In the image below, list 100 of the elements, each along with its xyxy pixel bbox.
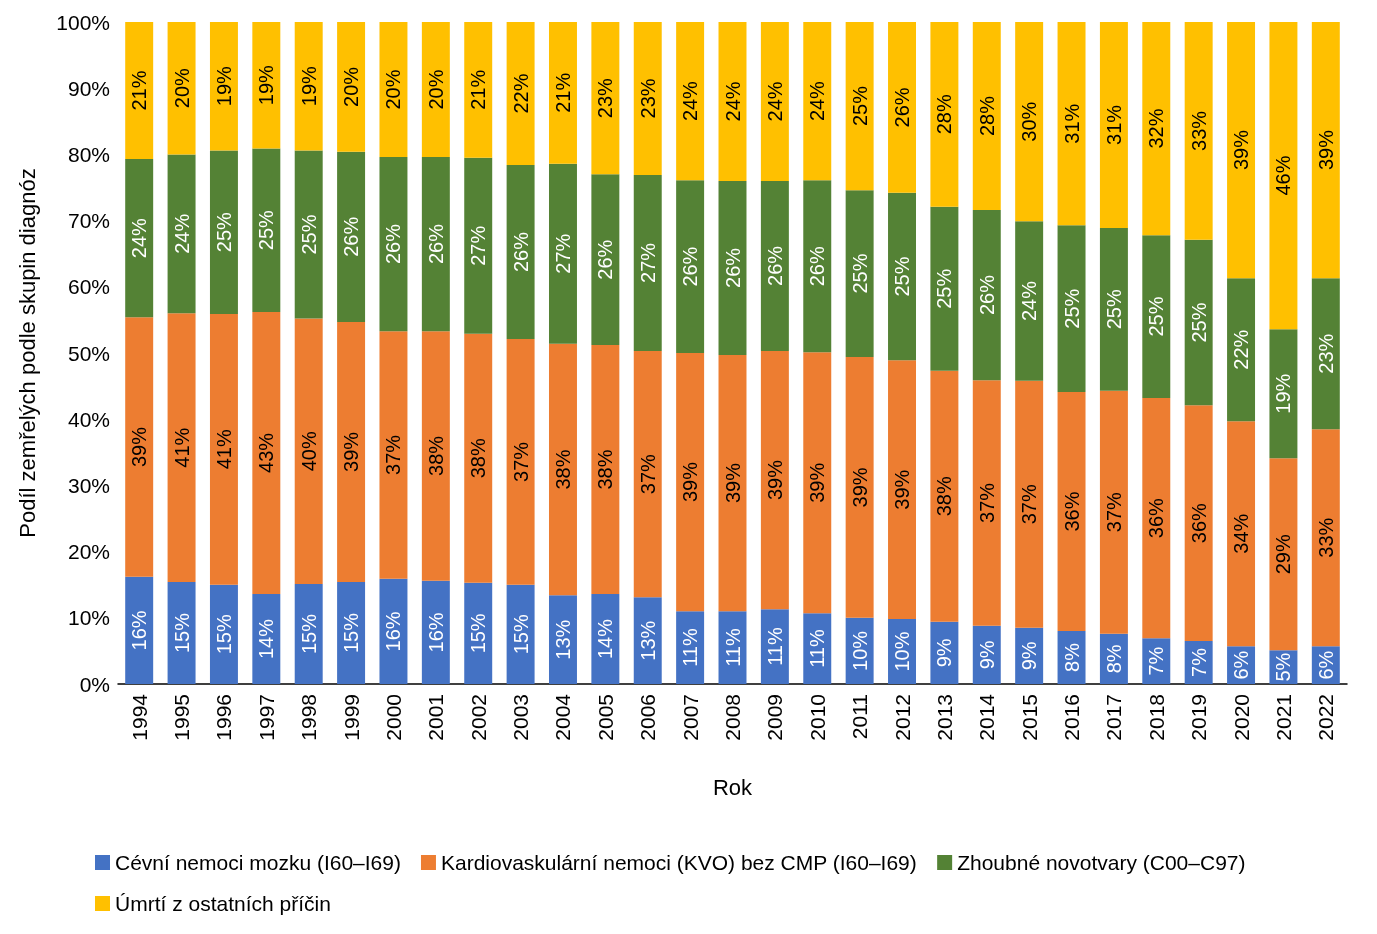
data-label: 26% [721,247,744,288]
bar [252,148,281,312]
data-label: 33% [1314,517,1337,558]
data-label: 23% [636,78,659,119]
data-label: 15% [212,614,235,655]
data-label: 13% [636,620,659,661]
data-label: 9% [975,640,998,670]
data-label: 38% [594,449,617,490]
x-tick-label: 2014 [975,693,999,741]
bar [760,22,789,181]
bar [252,22,281,149]
y-tick-label: 10% [67,606,110,630]
bar [633,22,662,175]
data-label: 19% [297,65,320,107]
data-label: 19% [1272,373,1295,414]
data-label: 21% [551,72,574,113]
data-label: 39% [1314,129,1337,171]
data-label: 24% [721,81,744,122]
bar [549,163,577,344]
bar [337,582,366,684]
x-tick-label: 1997 [254,694,278,741]
x-tick-label: 2008 [721,694,744,741]
bar [1099,22,1128,228]
data-label: 29% [1272,534,1295,575]
bar [337,22,366,152]
data-label: 39% [128,426,151,468]
data-label: 22% [1230,329,1253,370]
x-tick-label: 2015 [1017,694,1041,741]
bar [803,22,832,181]
x-tick-label: 2002 [466,694,490,741]
bar [803,352,832,614]
bar [506,22,535,165]
bar [209,313,238,585]
bar [803,180,832,353]
bar [1184,22,1213,240]
data-label: 26% [763,245,786,286]
bar [1142,398,1171,639]
x-tick-label: 1994 [127,693,151,741]
data-label: 16% [382,611,405,652]
x-tick-label: 2005 [593,694,617,741]
data-label: 20% [424,69,447,110]
data-label: 20% [340,66,363,107]
y-tick-label: 50% [67,341,110,365]
y-tick-label: 60% [67,275,110,299]
bar [1269,458,1298,651]
data-label: 7% [1145,646,1168,676]
bar [760,180,789,352]
bar [167,154,196,314]
bar [591,174,620,346]
bar [760,351,789,610]
bar [125,317,154,577]
data-label: 9% [933,638,956,668]
bar [972,380,1001,626]
data-label: 15% [340,612,363,654]
bar [506,339,535,585]
y-tick-label: 100% [56,10,110,34]
data-label: 25% [212,211,235,253]
data-label: 27% [467,225,490,266]
data-label: 33% [1187,110,1210,151]
bar [1269,22,1298,330]
data-label: 39% [340,431,363,472]
data-label: 38% [933,476,956,517]
data-label: 37% [1018,484,1041,525]
bar [888,22,916,193]
data-label: 36% [1060,491,1083,532]
bar [1142,235,1171,399]
bar [930,370,959,622]
data-label: 15% [467,613,490,654]
data-label: 30% [1018,101,1041,142]
data-label: 8% [1102,644,1125,674]
data-label: 11% [763,627,786,666]
bar [464,582,493,684]
y-tick-label: 20% [67,540,110,564]
x-tick-label: 1998 [297,694,321,741]
bar [337,321,366,583]
data-label: 26% [891,87,914,128]
x-tick-label: 2013 [932,694,956,741]
data-label: 25% [848,85,871,127]
bar [421,580,450,684]
data-label: 38% [551,449,574,490]
x-tick-label: 2011 [848,694,872,740]
bar [379,331,408,579]
bar [1099,227,1128,391]
x-tick-label: 2004 [551,693,575,741]
data-label: 22% [509,73,532,114]
bar [1142,22,1171,236]
data-label: 16% [128,610,151,651]
bar [294,584,323,684]
x-tick-label: 2016 [1060,694,1084,741]
bar [845,22,874,191]
bar [464,157,493,334]
data-label: 25% [1145,296,1168,337]
data-label: 21% [128,70,151,111]
bar [506,164,535,340]
x-tick-label: 1995 [170,694,194,741]
bar [294,22,323,151]
data-label: 9% [1018,641,1041,671]
data-label: 34% [1230,513,1253,554]
bar [676,22,705,181]
legend-label: Kardiovaskulární nemoci (KVO) bez CMP (I60–I69) [440,851,917,874]
